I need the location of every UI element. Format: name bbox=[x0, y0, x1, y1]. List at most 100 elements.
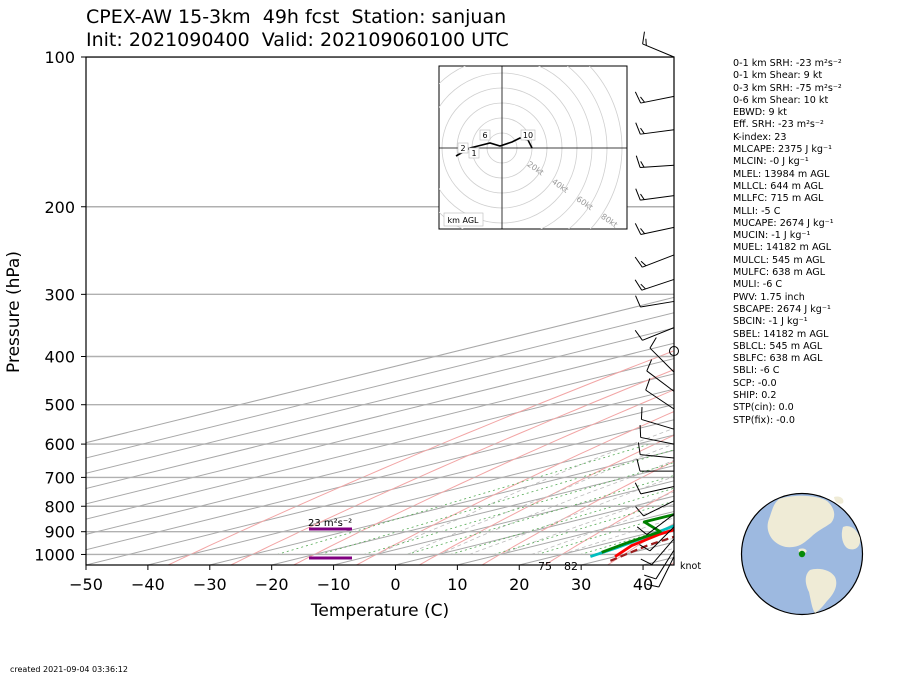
wind-barb-flag bbox=[640, 228, 646, 234]
x-tick-label: 0 bbox=[390, 575, 400, 594]
wind-barb-flag bbox=[639, 425, 642, 438]
index-line: MUCIN: -1 J kg⁻¹ bbox=[733, 230, 811, 242]
isotherm bbox=[209, 449, 674, 565]
chart-subtitle: Init: 2021090400 Valid: 202109060100 UTC bbox=[86, 29, 509, 51]
wind-barb-flag bbox=[635, 506, 644, 517]
isotherm bbox=[86, 342, 674, 490]
srh-label: 23 m²s⁻² bbox=[308, 518, 352, 529]
wind-barb bbox=[642, 43, 675, 58]
isotherm bbox=[86, 296, 674, 444]
y-tick-label: 300 bbox=[44, 285, 75, 304]
dewpoint-surface-label: 75 bbox=[538, 560, 552, 573]
index-line: 0-1 km SRH: -23 m²s⁻² bbox=[733, 58, 842, 69]
y-tick-label: 800 bbox=[44, 497, 75, 516]
wind-barb-flag bbox=[635, 188, 641, 201]
index-line: MUCAPE: 2674 J kg⁻¹ bbox=[733, 217, 834, 229]
hodograph-label-box bbox=[468, 147, 480, 159]
dry-adiabat bbox=[167, 350, 674, 565]
index-line: MLCAPE: 2375 J kg⁻¹ bbox=[733, 144, 832, 156]
station-marker bbox=[798, 550, 806, 558]
index-line: SCP: -0.0 bbox=[733, 377, 777, 389]
dry-adiabat bbox=[293, 389, 674, 565]
index-line: MULCL: 545 m AGL bbox=[733, 254, 825, 266]
x-tick-label: 30 bbox=[571, 575, 591, 594]
dry-adiabat bbox=[418, 434, 674, 565]
index-line: MLLCL: 644 m AGL bbox=[733, 180, 824, 192]
hodograph-label-box bbox=[457, 142, 469, 154]
hodograph-height-label: 10 bbox=[523, 131, 533, 140]
wind-barb bbox=[649, 347, 675, 373]
y-tick-label: 500 bbox=[44, 396, 75, 415]
isotherm bbox=[86, 373, 674, 520]
index-line: MULFC: 638 m AGL bbox=[733, 267, 826, 279]
indices-panel: 0-1 km SRH: -23 m²s⁻² 0-1 km Shear: 9 kt 0… bbox=[733, 58, 903, 427]
index-line: SBCIN: -1 J kg⁻¹ bbox=[733, 316, 808, 328]
wind-barb bbox=[651, 538, 675, 565]
hodograph-label-box bbox=[520, 129, 536, 141]
barb-unit-label: knot bbox=[680, 561, 701, 572]
x-tick-label: −10 bbox=[317, 575, 351, 594]
wind-barb-flag bbox=[634, 223, 642, 235]
index-line: PWV: 1.75 inch bbox=[733, 291, 805, 303]
wind-barb-flag bbox=[634, 256, 643, 268]
wind-barb bbox=[646, 370, 675, 392]
mixing-ratio-line bbox=[363, 462, 674, 555]
moist-adiabat bbox=[376, 427, 674, 555]
wind-barb bbox=[641, 278, 675, 291]
dry-adiabat bbox=[544, 489, 674, 565]
wind-barb-flag bbox=[634, 91, 642, 104]
wind-barb bbox=[640, 129, 675, 135]
wind-barb bbox=[641, 418, 675, 430]
dry-adiabat bbox=[356, 410, 674, 565]
y-tick-label: 900 bbox=[44, 523, 75, 542]
index-line: MUEL: 14182 m AGL bbox=[733, 242, 832, 254]
x-tick-label: −50 bbox=[69, 575, 103, 594]
index-line: Eff. SRH: -23 m²s⁻² bbox=[733, 119, 824, 131]
wind-barb bbox=[640, 95, 675, 104]
index-line: 0-1 km Shear: 9 kt bbox=[733, 70, 823, 82]
chart-title: CPEX-AW 15-3km 49h fcst Station: sanjuan bbox=[86, 6, 507, 28]
wind-barb-flag bbox=[640, 96, 645, 103]
wind-barb-flag bbox=[640, 260, 647, 267]
wind-barb-flag bbox=[644, 574, 657, 580]
wind-barb-flag bbox=[635, 122, 641, 135]
wind-barb-flag bbox=[634, 279, 643, 291]
isotherm bbox=[86, 403, 674, 551]
wind-barb bbox=[655, 549, 675, 580]
wind-barb bbox=[640, 300, 675, 308]
index-line: SBLI: -6 C bbox=[733, 365, 780, 377]
x-tick-label: 40 bbox=[633, 575, 653, 594]
y-axis-label: Pressure (hPa) bbox=[4, 251, 24, 373]
isotherm bbox=[86, 419, 674, 565]
y-tick-label: 600 bbox=[44, 435, 75, 454]
wind-barb-flag bbox=[637, 442, 641, 455]
wind-barb bbox=[643, 500, 675, 517]
wind-barb bbox=[640, 485, 675, 495]
wind-barb-flag bbox=[635, 295, 641, 308]
hodograph-label-box bbox=[479, 129, 491, 141]
x-tick-label: 20 bbox=[509, 575, 529, 594]
wind-barb-flag bbox=[634, 329, 643, 341]
x-tick-label: 10 bbox=[447, 575, 467, 594]
wind-barb bbox=[640, 436, 675, 445]
moist-adiabat bbox=[530, 503, 674, 555]
dry-adiabat bbox=[481, 460, 674, 565]
wind-barb-flag bbox=[640, 161, 645, 168]
wind-barb-flag bbox=[636, 526, 648, 535]
wind-barb-flag bbox=[646, 583, 659, 588]
wind-barb-flag bbox=[640, 127, 645, 134]
isotherm bbox=[86, 388, 674, 535]
wind-barb bbox=[640, 164, 675, 168]
index-line: K-index: 23 bbox=[733, 131, 787, 143]
hodograph-height-label: 2 bbox=[460, 144, 465, 153]
index-line: MLCIN: -0 J kg⁻¹ bbox=[733, 156, 809, 168]
wind-barb bbox=[640, 195, 675, 201]
y-tick-label: 400 bbox=[44, 348, 75, 367]
y-tick-label: 700 bbox=[44, 468, 75, 487]
x-tick-label: −30 bbox=[193, 575, 227, 594]
y-tick-label: 1000 bbox=[34, 545, 75, 564]
wind-barb-flag bbox=[634, 482, 642, 495]
wind-barb-flag bbox=[640, 407, 643, 420]
y-tick-label: 200 bbox=[44, 198, 75, 217]
